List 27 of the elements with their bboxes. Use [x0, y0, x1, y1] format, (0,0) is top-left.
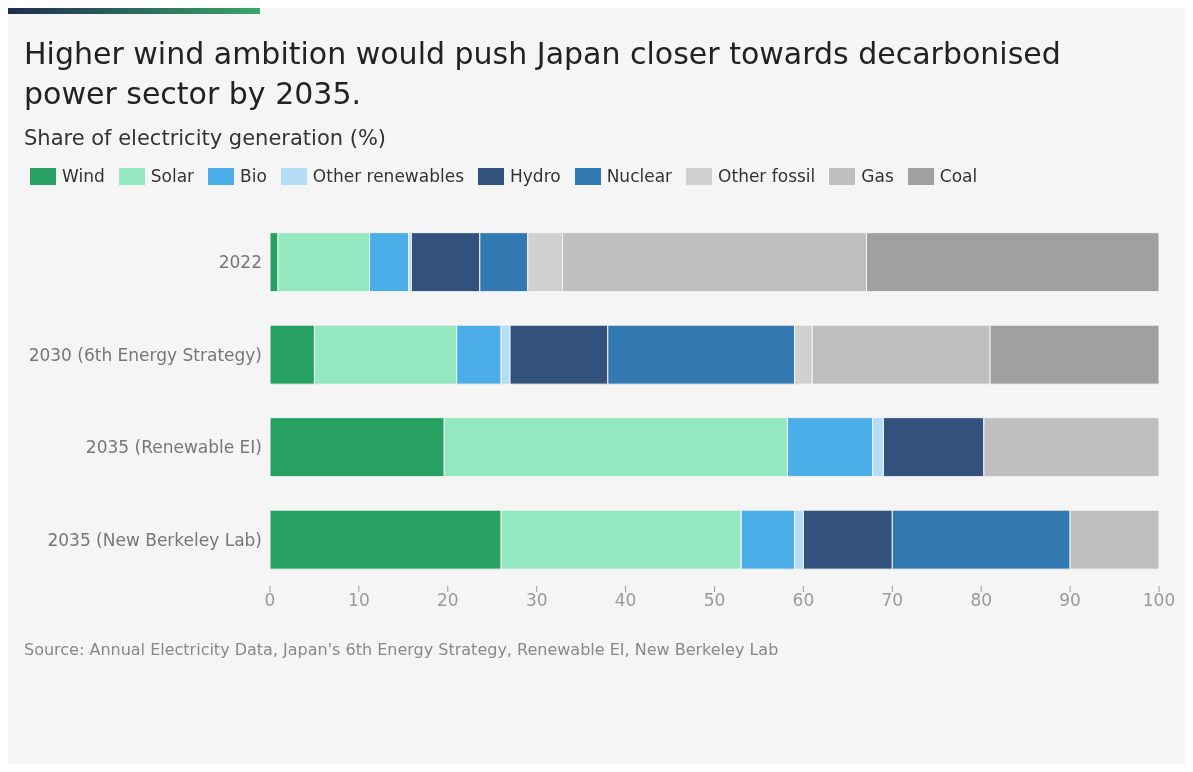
y-tick-label: 2030 (6th Energy Strategy) [28, 344, 262, 365]
x-tick-label: 90 [1059, 590, 1081, 611]
chart-subtitle: Share of electricity generation (%) [23, 125, 388, 152]
x-tick-label: 0 [264, 590, 276, 611]
legend-label: Hydro [510, 166, 561, 186]
x-tick-label: 10 [348, 590, 370, 611]
legend-label: Wind [62, 166, 105, 186]
legend-label: Gas [861, 166, 894, 186]
y-tick-label: 2022 [218, 252, 262, 273]
x-tick-label: 80 [970, 590, 993, 611]
legend-label: Nuclear [606, 166, 673, 186]
chart-title: Higher wind ambition would push Japan closer towards decarbonised power sector by 2035. [23, 35, 1062, 113]
x-tick-label: 70 [881, 590, 904, 611]
x-tick-label: 40 [614, 590, 637, 611]
legend-label: Bio [240, 166, 267, 186]
legend-label: Other renewables [312, 166, 464, 186]
legend-label: Other fossil [718, 166, 816, 186]
y-tick-label: 2035 (New Berkeley Lab) [47, 529, 262, 550]
x-tick-label: 30 [525, 590, 548, 611]
x-tick-label: 100 [1142, 590, 1176, 611]
legend-label: Coal [939, 166, 978, 186]
x-tick-label: 60 [792, 590, 815, 611]
x-tick-label: 50 [703, 590, 726, 611]
source-note: Source: Annual Electricity Data, Japan's 6th Energy Strategy, Renewable EI, New Berkeley Lab [24, 640, 780, 659]
y-tick-label: 2035 (Renewable EI) [85, 437, 262, 458]
x-tick-label: 20 [436, 590, 459, 611]
legend-label: Solar [150, 166, 195, 186]
